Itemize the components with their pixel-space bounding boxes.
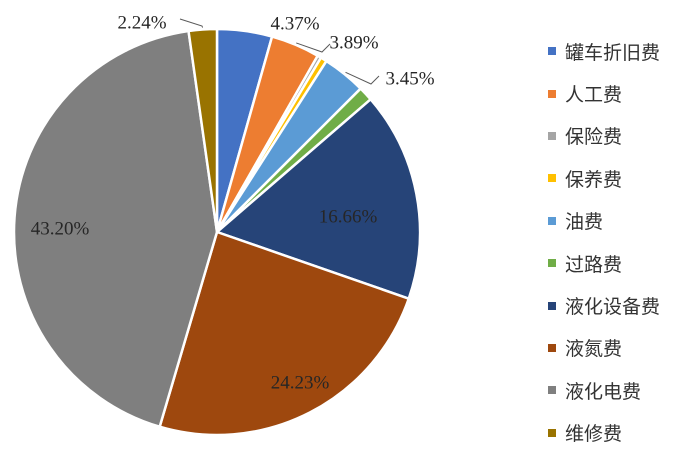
leader-line-2 [296,42,331,53]
legend-item-3: 保险费 [548,115,698,157]
data-label-9: 43.20% [31,218,90,239]
data-label-2: 3.89% [329,32,378,53]
legend-swatch-7 [548,301,556,310]
data-label-5: 3.45% [385,68,434,89]
data-label-7: 16.66% [319,206,378,227]
legend-label-8: 液氮费 [565,338,623,361]
legend-item-9: 液化电费 [548,369,698,411]
legend-item-10: 维修费 [548,412,698,454]
legend-swatch-10 [548,428,556,437]
legend-item-5: 油费 [548,200,698,242]
legend-item-6: 过路费 [548,242,698,284]
leader-line-10 [179,18,204,28]
legend-swatch-2 [548,89,556,98]
legend-swatch-6 [548,259,556,268]
legend-label-9: 液化电费 [565,380,642,403]
data-label-1: 4.37% [270,13,319,34]
legend-label-1: 罐车折旧费 [565,41,661,64]
legend: 罐车折旧费人工费保险费保养费油费过路费液化设备费液氮费液化电费维修费 [548,30,698,454]
legend-item-2: 人工费 [548,72,698,114]
legend-swatch-9 [548,386,556,395]
legend-label-4: 保养费 [565,168,623,191]
legend-swatch-5 [548,216,556,225]
legend-label-10: 维修费 [565,423,623,446]
legend-label-5: 油费 [565,211,604,234]
legend-swatch-4 [548,174,556,183]
legend-label-3: 保险费 [565,126,623,149]
legend-swatch-8 [548,343,556,352]
data-label-10: 2.24% [117,12,166,33]
pie-slice-9 [12,29,219,428]
data-label-8: 24.23% [271,372,330,393]
data-labels: 4.37% 3.89% 3.45% 16.66% 24.23% 43.20% 2.24% [31,12,435,393]
pie-slice-8 [158,230,411,437]
legend-swatch-1 [548,47,556,56]
pie-slices [12,27,422,437]
legend-item-8: 液氮费 [548,327,698,369]
pie-slice-10 [187,27,219,234]
legend-label-6: 过路费 [565,253,623,276]
legend-item-7: 液化设备费 [548,284,698,326]
legend-label-7: 液化设备费 [565,296,661,319]
leader-line-5 [345,71,380,85]
legend-swatch-3 [548,131,556,140]
legend-label-2: 人工费 [565,84,623,107]
legend-item-1: 罐车折旧费 [548,30,698,72]
label-leader-lines [179,18,380,85]
legend-item-4: 保养费 [548,157,698,199]
